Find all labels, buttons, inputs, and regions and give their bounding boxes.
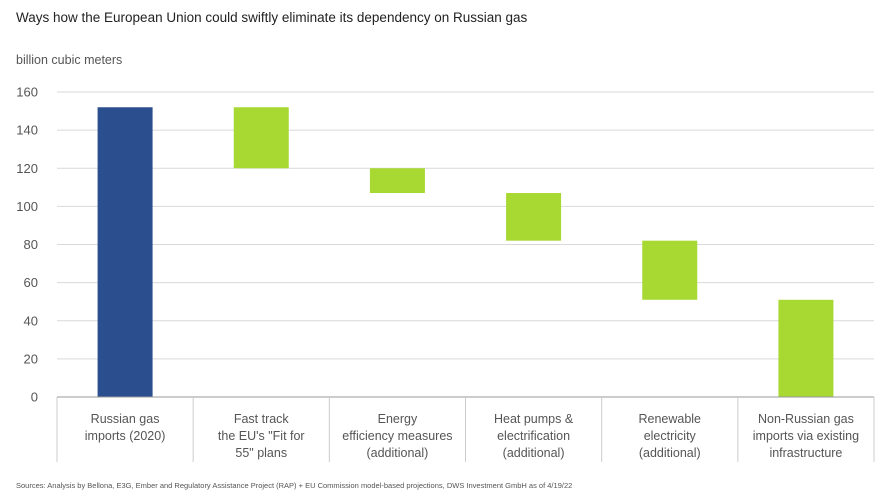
x-category-label: (additional)	[503, 446, 565, 460]
x-category-label: imports via existing	[753, 429, 859, 443]
x-category-label: efficiency measures	[342, 429, 452, 443]
y-tick-label: 0	[31, 390, 38, 405]
bar-6	[778, 299, 834, 397]
y-tick-label: 120	[16, 161, 38, 176]
x-category-label: Fast track	[234, 412, 290, 426]
x-category-label: infrastructure	[769, 446, 842, 460]
y-tick-label: 160	[16, 85, 38, 100]
x-category-label: (additional)	[366, 446, 428, 460]
y-tick-label: 60	[24, 275, 38, 290]
y-tick-label: 40	[24, 313, 38, 328]
x-category-label: Heat pumps &	[494, 412, 574, 426]
x-category-label: 55" plans	[235, 446, 287, 460]
bar-3	[369, 168, 425, 194]
bar-5	[642, 240, 698, 300]
x-category-label: electricity	[644, 429, 697, 443]
x-category-label: the EU's "Fit for	[218, 429, 305, 443]
y-tick-label: 140	[16, 123, 38, 138]
bar-4	[506, 193, 562, 241]
x-category-label: imports (2020)	[85, 429, 166, 443]
chart-title: Ways how the European Union could swiftl…	[16, 10, 528, 25]
y-axis-unit-label: billion cubic meters	[16, 53, 123, 67]
source-note: Sources: Analysis by Bellona, E3G, Ember…	[16, 481, 573, 490]
bar-1	[97, 107, 153, 397]
x-category-label: (additional)	[639, 446, 701, 460]
y-tick-label: 80	[24, 237, 38, 252]
y-tick-label: 20	[24, 351, 38, 366]
bar-2	[233, 107, 289, 169]
x-category-label: Energy	[378, 412, 418, 426]
x-category-label: electrification	[497, 429, 570, 443]
y-tick-label: 100	[16, 199, 38, 214]
x-category-label: Non-Russian gas	[758, 412, 854, 426]
x-category-label: Russian gas	[91, 412, 160, 426]
x-category-label: Renewable	[638, 412, 701, 426]
